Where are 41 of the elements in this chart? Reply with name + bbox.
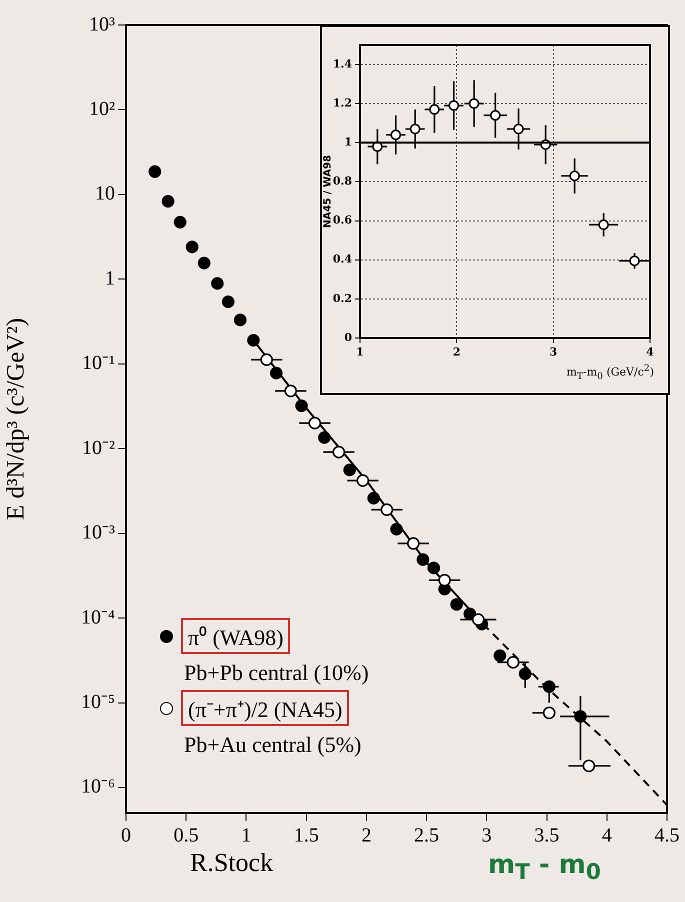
y-tick-label: 10⁻⁶ <box>81 776 116 798</box>
x-tick-label: 4 <box>602 824 612 846</box>
annotation: Pb+Au central (5%) <box>184 732 362 758</box>
x-tick-label: 4.5 <box>654 824 680 846</box>
y-tick-label: 0.8 <box>332 174 352 188</box>
y-tick-label: 1.4 <box>332 57 352 70</box>
text: R.Stock <box>190 848 274 878</box>
y-tick-label: 10⁻³ <box>82 522 115 544</box>
y-tick-label: 1.2 <box>332 96 352 110</box>
x-tick-label: 4 <box>646 345 654 358</box>
y-tick-label: 10⁻² <box>82 436 115 459</box>
x-tick-label: 1 <box>356 345 364 358</box>
x-axis-title: m$_{T}$-m$_{0}$ (GeV/c$^{2}$) <box>566 363 654 382</box>
x-tick-label: 2.5 <box>414 824 440 846</box>
y-tick-label: 0.4 <box>332 252 352 266</box>
x-tick-label: 0.5 <box>174 824 199 846</box>
rectangle-outline: (π⁻+π⁺)/2 (NA45) <box>181 690 350 726</box>
x-tick-label: 2 <box>361 824 372 846</box>
y-tick-label: 10⁻⁵ <box>81 691 115 714</box>
x-axis-title: m$_{T}$ - m$_{0}$ <box>488 850 601 886</box>
y-tick-label: 10 <box>95 182 115 205</box>
y-axis-title: NA45 / WA98 <box>322 155 334 228</box>
y-tick-label: 10⁻⁴ <box>81 606 116 628</box>
y-tick-label: 10⁻¹ <box>82 352 115 374</box>
y-axis-title: E d³N/dp³ (c³/GeV²) <box>2 318 30 520</box>
annotation: Pb+Pb central (10%) <box>184 660 369 686</box>
y-tick-label: 1 <box>105 267 115 290</box>
x-tick-label: 3 <box>482 824 492 846</box>
y-tick-label: 10³ <box>89 13 115 36</box>
y-tick-label: 0.2 <box>332 292 352 305</box>
y-tick-label: 0.6 <box>332 214 352 227</box>
x-tick-label: 2 <box>452 345 460 358</box>
x-tick-label: 3.5 <box>534 824 560 846</box>
y-tick-label: 10² <box>89 98 115 120</box>
y-tick-label: 0 <box>344 330 352 344</box>
x-tick-label: 1 <box>241 824 252 846</box>
x-tick-label: 0 <box>121 824 131 846</box>
x-tick-label: 3 <box>550 345 558 358</box>
x-tick-label: 1.5 <box>294 824 319 846</box>
y-tick-label: 1 <box>344 136 352 149</box>
rectangle-outline: π⁰ (WA98) <box>181 618 290 654</box>
